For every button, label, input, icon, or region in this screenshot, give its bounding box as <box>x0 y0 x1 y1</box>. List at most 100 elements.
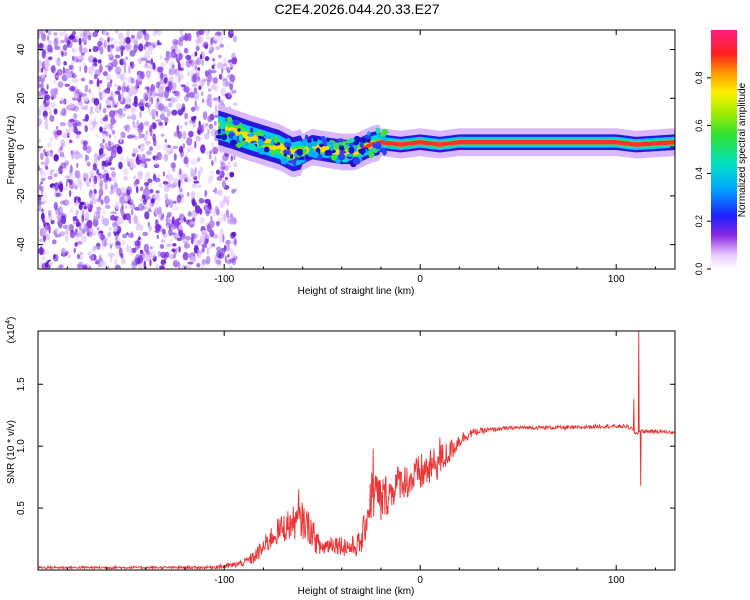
spectrogram-noise-speck <box>69 164 73 173</box>
spectrogram-noise-speck <box>82 60 86 67</box>
spectrogram-noise-speck <box>78 196 81 203</box>
spectrogram-noise-speck <box>183 216 186 223</box>
spectrogram-noise-speck <box>86 161 91 167</box>
spectrogram-noise-speck <box>141 205 147 210</box>
spectrogram-noise-speck <box>65 200 71 205</box>
spectrogram-noise-speck <box>183 156 189 165</box>
spectrogram-noise-speck <box>125 43 131 52</box>
spectrogram-noise-speck <box>196 249 199 258</box>
spectrogram-noise-speck <box>229 171 235 178</box>
spectrogram-noise-speck <box>233 161 238 168</box>
spectrogram-noise-speck <box>203 133 210 140</box>
colorbar-tick-label: 0.0 <box>694 263 704 276</box>
spectrogram-noise-speck <box>39 168 44 175</box>
spectrogram-noise-speck <box>194 64 198 71</box>
spectrogram-noise-speck <box>47 175 53 180</box>
spectrogram-noise-speck <box>164 198 170 207</box>
spectrogram-noise-speck <box>116 107 122 116</box>
spectrogram-noise-speck <box>159 113 166 121</box>
spectrogram-noise-speck <box>130 198 134 204</box>
spectrogram-noise-speck <box>110 149 117 159</box>
spectrogram-noise-speck <box>214 102 219 110</box>
spectrogram-noise-speck <box>170 49 176 59</box>
spectrogram-signal-blob <box>296 148 304 156</box>
spectrogram-noise-speck <box>232 35 238 43</box>
spectrogram-signal-blob <box>305 155 310 160</box>
spectrogram-noise-speck <box>229 258 236 263</box>
spectrogram-noise-speck <box>145 64 151 70</box>
spectrogram-noise-speck <box>234 238 237 246</box>
spectrogram-noise-speck <box>209 219 215 229</box>
spectrogram-noise-speck <box>108 99 115 106</box>
spectrogram-noise-speck <box>123 37 126 44</box>
spectrogram-noise-speck <box>121 258 126 264</box>
spectrogram-noise-speck <box>41 73 45 78</box>
spectrogram-noise-speck <box>120 253 124 259</box>
spectrogram-noise-speck <box>82 96 89 102</box>
spectrogram-noise-speck <box>85 113 89 122</box>
spectrogram-noise-speck <box>79 251 84 256</box>
spectrogram-noise-speck <box>172 200 177 204</box>
spectrogram-noise-speck <box>83 32 89 41</box>
spectrogram-noise-speck <box>56 129 62 136</box>
spectrogram-noise-speck <box>102 30 108 35</box>
spectrogram-noise-speck <box>115 234 119 243</box>
spectrogram-noise-speck <box>175 247 178 255</box>
spectrogram-noise-speck <box>69 179 74 186</box>
spectrogram-noise-speck <box>178 261 181 269</box>
spectrogram-noise-speck <box>59 231 66 237</box>
spectrogram-noise-speck <box>106 146 113 151</box>
spectrogram-noise-speck <box>123 200 130 205</box>
spectrogram-noise-speck <box>197 184 202 189</box>
spectrogram-noise-speck <box>113 182 118 189</box>
spectrogram-signal-blob <box>284 141 292 148</box>
spectrogram-noise-speck <box>133 215 139 224</box>
spectrogram-noise-speck <box>159 244 165 249</box>
spectrogram-noise-speck <box>63 98 67 105</box>
spectrogram-noise-speck <box>213 35 220 43</box>
spectrogram-noise-speck <box>84 84 89 93</box>
spectrogram-noise-speck <box>211 84 215 89</box>
spectrogram-noise-speck <box>181 61 185 70</box>
spectrogram-noise-speck <box>75 235 80 242</box>
spectrogram-noise-speck <box>201 59 204 66</box>
spectrogram-noise-speck <box>114 251 119 260</box>
colorbar-tick-label: 0.2 <box>694 215 704 228</box>
spectrogram-noise-speck <box>141 57 148 61</box>
spectrogram-noise-speck <box>170 96 176 104</box>
spectrogram-noise-speck <box>123 65 126 74</box>
spectrogram-noise-speck <box>167 173 174 183</box>
spectrogram-noise-speck <box>76 170 81 179</box>
spectrogram-noise-speck <box>86 219 93 229</box>
spectrogram-noise-speck <box>42 193 47 201</box>
spectrogram-noise-speck <box>63 199 69 207</box>
spectrogram-noise-speck <box>164 193 169 201</box>
spectrogram-noise-speck <box>184 112 189 120</box>
spectrogram-image <box>38 30 675 269</box>
spectrogram-noise-speck <box>116 225 122 234</box>
spectrogram-noise-speck <box>118 40 125 46</box>
spectrogram-noise-speck <box>155 101 162 111</box>
spectrogram-noise-speck <box>171 163 176 173</box>
spectrogram-noise-speck <box>172 38 179 46</box>
spectrogram-noise-speck <box>151 122 157 130</box>
spectrogram-noise-speck <box>74 151 81 160</box>
spectrogram-noise-speck <box>224 93 229 97</box>
spectrogram-noise-speck <box>137 255 144 264</box>
spectrogram-noise-speck <box>205 255 211 265</box>
spectrogram-frame <box>37 29 676 270</box>
spectrogram-noise-speck <box>173 259 179 268</box>
spectrogram-noise-speck <box>80 77 86 82</box>
spectrogram-noise-speck <box>200 144 206 154</box>
spectrogram-noise-speck <box>40 178 46 182</box>
spectrogram-noise-speck <box>125 36 131 45</box>
spectrogram-noise-speck <box>171 64 175 69</box>
spectrogram-noise-speck <box>141 153 146 162</box>
spectrogram-signal-blob <box>298 159 306 164</box>
spectrogram-noise-speck <box>134 206 140 211</box>
spectrogram-noise-speck <box>42 90 45 96</box>
spectrogram-noise-speck <box>81 214 85 223</box>
spectrogram-noise-speck <box>175 92 181 99</box>
spectrogram-noise-speck <box>140 145 145 151</box>
spectrogram-noise-speck <box>74 196 77 204</box>
